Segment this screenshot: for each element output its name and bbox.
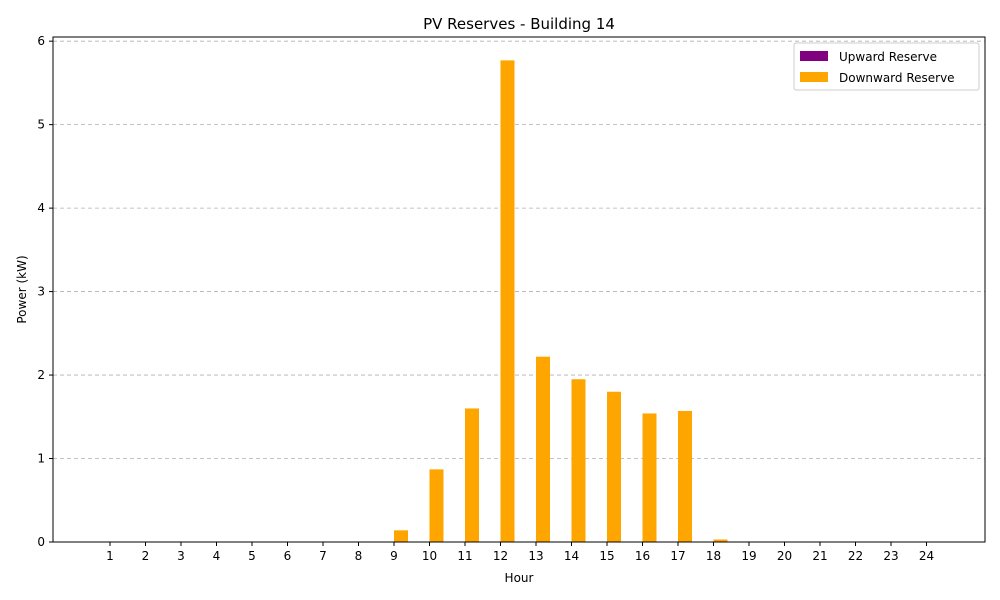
bars: [394, 60, 728, 543]
x-tick-label: 22: [848, 549, 863, 563]
x-tick-label: 21: [812, 549, 827, 563]
legend-swatch-upward: [800, 51, 828, 61]
bar-downward-reserve: [607, 391, 621, 542]
x-tick-label: 11: [457, 549, 472, 563]
x-tick-label: 23: [883, 549, 898, 563]
grid-lines: [53, 40, 985, 543]
x-tick-label: 12: [493, 549, 508, 563]
y-tick-label: 1: [37, 452, 45, 466]
bar-downward-reserve: [642, 413, 657, 542]
x-tick-label: 17: [670, 549, 685, 563]
y-tick-label: 5: [37, 118, 45, 132]
x-tick-label: 6: [284, 549, 292, 563]
x-tick-label: 19: [741, 549, 756, 563]
x-tick-label: 10: [422, 549, 437, 563]
y-tick-label: 3: [37, 285, 45, 299]
bar-downward-reserve: [500, 60, 515, 543]
x-tick-label: 13: [528, 549, 543, 563]
legend-label-downward: Downward Reserve: [839, 71, 955, 85]
x-tick-label: 1: [106, 549, 114, 563]
chart-title: PV Reserves - Building 14: [423, 15, 615, 33]
bar-downward-reserve: [394, 530, 408, 542]
bar-downward-reserve: [571, 379, 586, 542]
y-axis-label: Power (kW): [15, 255, 29, 323]
plot-frame: [52, 36, 986, 543]
x-axis-label: Hour: [505, 571, 534, 585]
x-tick-label: 2: [142, 549, 150, 563]
x-tick-label: 7: [319, 549, 327, 563]
bar-downward-reserve: [678, 410, 692, 542]
bar-downward-reserve: [465, 408, 479, 542]
bar-downward-reserve: [429, 469, 444, 542]
x-tick-label: 3: [177, 549, 185, 563]
x-tick-label: 14: [564, 549, 579, 563]
x-tick-label: 8: [355, 549, 363, 563]
y-tick-label: 4: [37, 201, 45, 215]
legend: Upward Reserve Downward Reserve: [793, 42, 980, 91]
bar-downward-reserve: [713, 539, 728, 542]
x-tick-label: 9: [390, 549, 398, 563]
x-tick-label: 20: [777, 549, 792, 563]
x-tick-label: 24: [919, 549, 934, 563]
legend-swatch-downward: [800, 72, 828, 82]
y-tick-label: 6: [37, 34, 45, 48]
x-tick-label: 4: [213, 549, 221, 563]
legend-label-upward: Upward Reserve: [839, 50, 937, 64]
legend-box: [793, 42, 980, 91]
y-tick-label: 2: [37, 368, 45, 382]
y-tick-label: 0: [37, 535, 45, 549]
bar-downward-reserve: [536, 356, 550, 542]
x-tick-label: 15: [599, 549, 614, 563]
x-tick-label: 18: [706, 549, 721, 563]
x-tick-label: 16: [635, 549, 650, 563]
x-tick-label: 5: [248, 549, 256, 563]
